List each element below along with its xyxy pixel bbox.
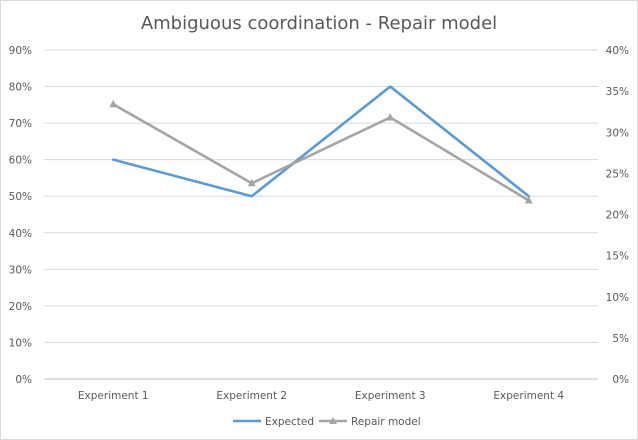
x-axis-tick-label: Experiment 2 [216, 390, 287, 402]
x-axis-tick-label: Experiment 3 [355, 390, 426, 402]
left-axis-tick-labels: 0% 10% 20% 30% 40% 50% 60% 70% 80% 90% [9, 45, 32, 386]
left-axis-tick-label: 0% [15, 374, 32, 386]
left-axis-tick-label: 90% [9, 45, 32, 57]
gridlines [44, 49, 598, 380]
data-point-repair-model [247, 178, 256, 187]
right-axis-tick-label: 0% [612, 374, 629, 386]
left-axis-tick-label: 80% [9, 82, 32, 94]
right-axis-tick-label: 30% [606, 127, 629, 139]
right-axis-tick-label: 20% [606, 210, 629, 222]
left-axis-tick-label: 50% [9, 191, 32, 203]
right-axis-tick-label: 25% [606, 168, 629, 180]
right-axis-tick-label: 5% [612, 333, 629, 345]
series-line-repair-model [111, 102, 531, 202]
right-axis-tick-label: 35% [606, 86, 629, 98]
right-axis-tick-label: 40% [606, 45, 629, 57]
legend-repair-model-marker [329, 417, 337, 424]
data-point-repair-model [386, 112, 395, 121]
legend-item-repair-model[interactable]: Repair model [319, 416, 421, 428]
right-axis-tick-labels: 0% 5% 10% 15% 20% 25% 30% 35% 40% [606, 45, 629, 386]
legend-repair-model-label: Repair model [351, 416, 421, 428]
series-layer [109, 85, 533, 204]
data-point-repair-model [524, 196, 533, 204]
chart-title: Ambiguous coordination - Repair model [141, 13, 497, 34]
x-axis-tick-label: Experiment 1 [78, 390, 149, 402]
left-axis-tick-label: 20% [9, 301, 32, 313]
series-line-expected [111, 85, 531, 198]
legend-expected-label: Expected [265, 416, 314, 428]
right-axis-tick-label: 10% [606, 292, 629, 304]
left-axis-tick-label: 40% [9, 228, 32, 240]
x-axis-tick-label: Experiment 4 [493, 390, 564, 402]
left-axis-tick-label: 70% [9, 118, 32, 130]
legend-item-expected[interactable]: Expected [233, 416, 314, 428]
left-axis-tick-label: 30% [9, 264, 32, 276]
data-point-repair-model [109, 99, 118, 108]
legend: Expected Repair model [233, 416, 421, 428]
right-axis-tick-label: 15% [606, 251, 629, 263]
left-axis-tick-label: 60% [9, 155, 32, 167]
left-axis-tick-label: 10% [9, 337, 32, 349]
x-axis-tick-labels: Experiment 1 Experiment 2 Experiment 3 Expe… [78, 390, 565, 402]
